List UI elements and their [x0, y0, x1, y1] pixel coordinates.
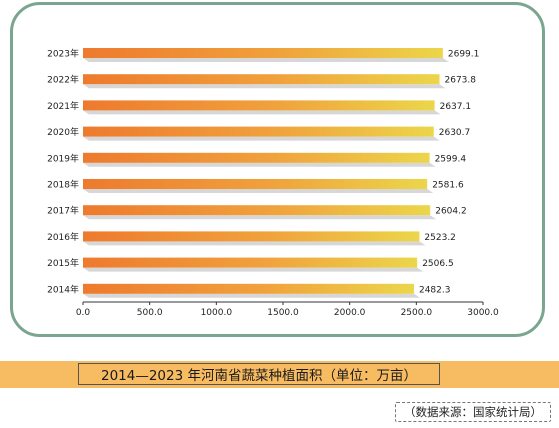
x-tick-label: 2000.0 — [334, 308, 366, 318]
category-label: 2023年 — [47, 48, 79, 60]
category-label: 2020年 — [47, 126, 79, 138]
category-label: 2015年 — [47, 257, 79, 269]
bar — [83, 48, 443, 58]
bar-shadow — [83, 110, 441, 115]
bar — [83, 126, 434, 137]
bar — [83, 231, 420, 242]
bar-shadow — [83, 215, 437, 220]
bar-shadow — [83, 84, 446, 89]
value-label: 2673.8 — [445, 76, 477, 86]
value-label: 2604.2 — [435, 207, 467, 217]
x-tick-label: 2500.0 — [401, 308, 433, 318]
bar — [83, 74, 440, 85]
value-label: 2523.2 — [424, 233, 456, 243]
x-tick-label: 3000.0 — [467, 308, 499, 318]
bar-shadow — [83, 189, 434, 193]
category-label: 2019年 — [47, 152, 79, 164]
bar-shadow — [83, 162, 436, 167]
category-label: 2016年 — [47, 231, 79, 243]
bar-shadow — [83, 241, 426, 246]
data-source: （数据来源：国家统计局） — [395, 402, 551, 422]
value-label: 2506.5 — [422, 259, 454, 269]
x-tick-label: 1500.0 — [267, 308, 299, 318]
value-label: 2637.1 — [440, 102, 472, 112]
value-label: 2482.3 — [419, 285, 451, 295]
bar-chart: 2023年 2022年 2021年 2020年 2019年 2018年 2017年 2016年… — [47, 48, 499, 319]
bar-shadow — [83, 293, 420, 298]
chart-caption: 2014—2023 年河南省蔬菜种植面积（单位：万亩） — [78, 363, 440, 385]
category-label: 2022年 — [47, 74, 79, 86]
category-label: 2021年 — [47, 100, 79, 112]
category-label: 2014年 — [47, 283, 79, 295]
bar — [83, 100, 435, 111]
bar-shadow — [83, 136, 440, 141]
bar — [83, 283, 414, 294]
bar — [83, 179, 428, 189]
bar-shadow — [83, 58, 449, 62]
bar — [83, 257, 418, 268]
value-label: 2699.1 — [448, 50, 480, 60]
category-label: 2018年 — [47, 179, 79, 191]
bar — [83, 205, 431, 216]
bar — [83, 152, 430, 163]
value-label: 2630.7 — [439, 128, 471, 138]
value-label: 2581.6 — [432, 181, 464, 191]
x-tick-label: 500.0 — [137, 308, 163, 318]
x-tick-label: 1000.0 — [201, 308, 233, 318]
category-label: 2017年 — [47, 205, 79, 217]
value-label: 2599.4 — [435, 154, 467, 164]
bar-shadow — [83, 267, 424, 272]
x-tick-label: 0.0 — [76, 308, 91, 318]
